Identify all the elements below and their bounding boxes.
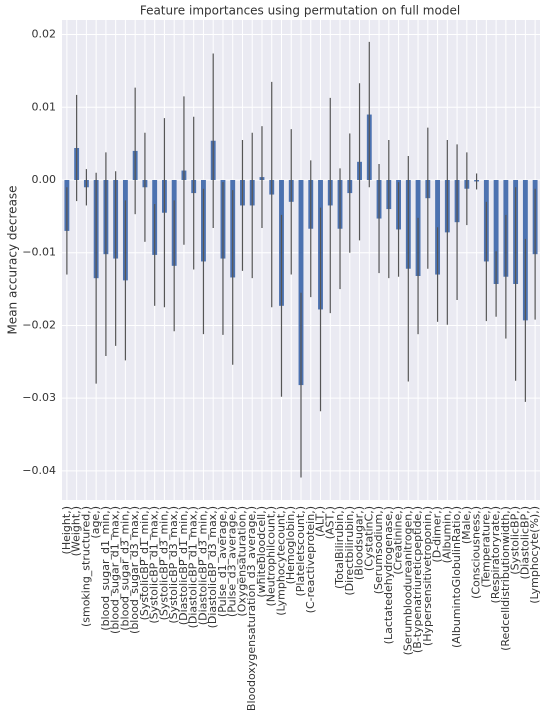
x-tick-label: (Albumin,) xyxy=(440,506,453,563)
x-tick-label: (B-typenatriureticpeptide,) xyxy=(411,506,424,653)
x-tick-label: (Bloodoxygensaturation_d3_average,) xyxy=(245,506,258,712)
x-tick-label: (Respiratoryrate,) xyxy=(489,506,502,603)
x-tick-label: (Lymphocytecount,) xyxy=(274,506,287,616)
x-tick-label: (Oxygensaturation,) xyxy=(235,506,248,617)
x-tick-label: (Bloodsugar,) xyxy=(353,506,366,580)
x-tick-label: (Plateletscount,) xyxy=(294,506,307,597)
x-tick-label: (C-reactiveprotein,) xyxy=(304,506,317,613)
x-tick-label: (whitebloodcell,) xyxy=(255,506,268,598)
x-tick-label: (Consciousness,) xyxy=(470,506,483,599)
x-tick-label: (DiastolicBP_d3_min,) xyxy=(196,506,209,625)
x-tick-label: (smoking_structured,) xyxy=(79,506,92,627)
x-tick-label: (DiastolicBP,) xyxy=(518,506,531,579)
bar xyxy=(493,180,499,284)
x-tick-label: (ALT,) xyxy=(314,506,327,537)
x-tick-label: (Directbilirubin,) xyxy=(343,506,356,596)
x-tick-label: (TotalBilirubin,) xyxy=(333,506,346,589)
y-tick-label: 0.01 xyxy=(32,100,57,113)
bar xyxy=(298,180,304,386)
y-tick-label: −0.04 xyxy=(22,464,56,477)
y-tick-label: −0.01 xyxy=(22,246,56,259)
y-axis-label: Mean accuracy decrease xyxy=(6,185,20,334)
x-tick-label: (Creatinine,) xyxy=(392,506,405,575)
x-tick-label: (Weight,) xyxy=(70,506,83,556)
x-tick-label: (Lactatedehydrogenase,) xyxy=(382,506,395,644)
y-tick-label: −0.03 xyxy=(22,391,56,404)
x-tick-label: (Hypersensitivetroponin,) xyxy=(421,506,434,646)
x-tick-label: (D-dimer,) xyxy=(431,506,444,563)
x-tick-label: (Height,) xyxy=(60,506,73,554)
y-tick-label: 0.00 xyxy=(32,173,57,186)
x-tick-label: (SystolicBP_d1_max,) xyxy=(148,506,161,624)
x-tick-label: (blood_sugar_d1_min,) xyxy=(99,506,112,631)
x-tick-label: (Serumsodium,) xyxy=(372,506,385,594)
x-tick-label: (Pulse_d1_average,) xyxy=(216,506,229,617)
y-tick-label: −0.02 xyxy=(22,318,56,331)
x-tick-label: (Temperature,) xyxy=(479,506,492,588)
x-tick-label: (DiastolicBP_d3_max,) xyxy=(206,506,219,628)
x-tick-label: (DiastolicBP_d1_max,) xyxy=(187,506,200,628)
x-tick-label: (SystolicBP_d3_min,) xyxy=(157,506,170,620)
x-tick-label: (blood_sugar_d3_min,) xyxy=(118,506,131,631)
x-tick-label: (Redcelldistributionwidth,) xyxy=(499,506,512,651)
chart-title: Feature importances using permutation on… xyxy=(140,4,460,18)
x-tick-label: (Pulse_d3_average,) xyxy=(226,506,239,617)
x-tick-label: (Hemoglobin,) xyxy=(284,506,297,584)
x-tick-label: (AST,) xyxy=(323,506,336,539)
x-tick-label: (AlbumintoGlobulinRatio,) xyxy=(450,506,463,648)
x-tick-label: (CystatinC,) xyxy=(362,506,375,571)
x-tick-label: (SystolicBP,) xyxy=(509,506,522,575)
x-tick-label: (blood_sugar_d1_max,) xyxy=(109,506,122,634)
x-tick-label: (Neutrophilcount,) xyxy=(265,506,278,606)
x-tick-label: (SystolicBP_d1_min,) xyxy=(138,506,151,620)
x-tick-label: (blood_sugar_d3_max,) xyxy=(128,506,141,634)
x-tick-label: (Serumbloodureanitrogen,) xyxy=(401,506,414,655)
x-tick-label: (Lymphocyte(%),) xyxy=(528,506,541,604)
y-tick-label: 0.02 xyxy=(32,28,57,41)
x-tick-label: (Male,) xyxy=(460,506,473,544)
x-tick-label: (DiastolicBP_d1_min,) xyxy=(177,506,190,625)
x-tick-label: (age,) xyxy=(89,506,102,539)
x-tick-label: (SystolicBP_d3_max,) xyxy=(167,506,180,624)
